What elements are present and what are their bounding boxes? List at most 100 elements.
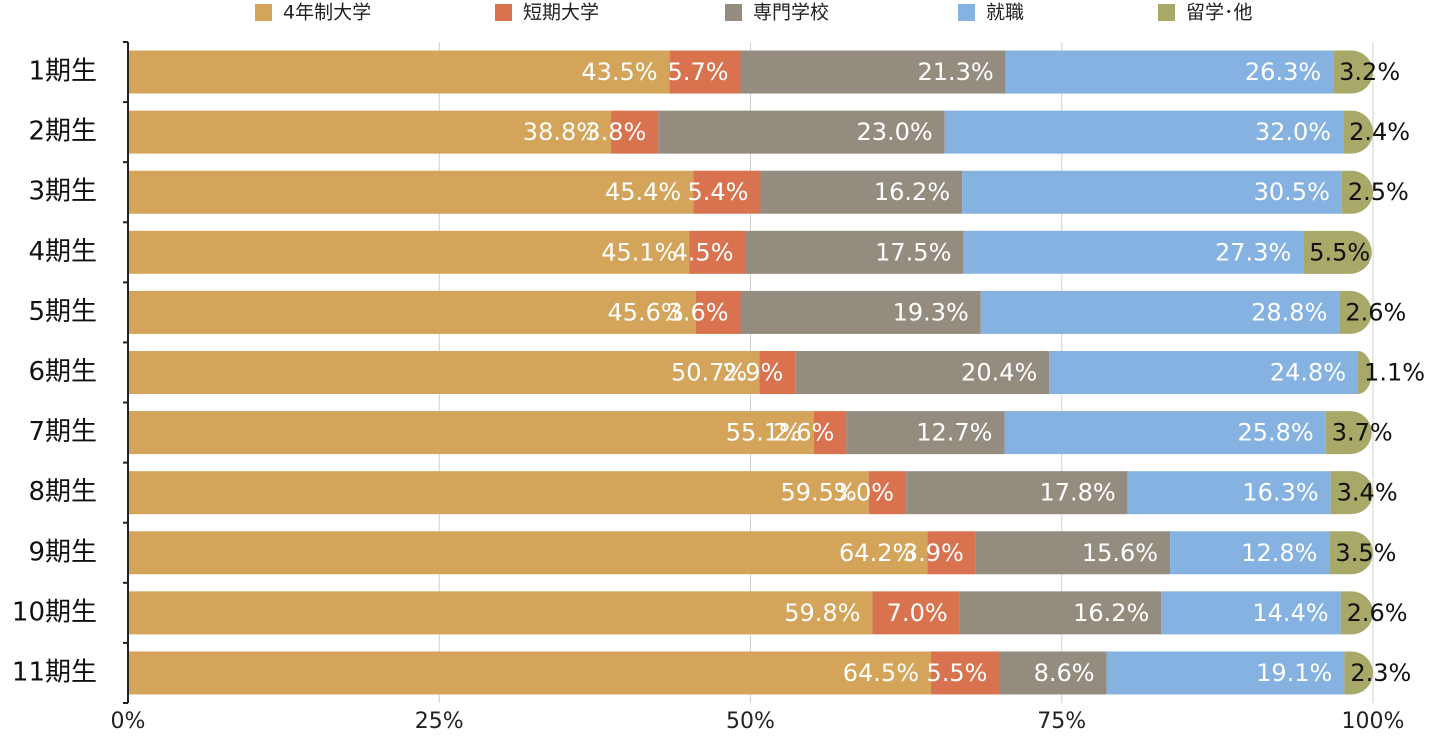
bar-segment (963, 230, 1304, 274)
bar-segment (872, 591, 960, 635)
bar-segment (1340, 591, 1373, 635)
value-label: 16.2% (874, 178, 950, 206)
value-label: 59.8% (784, 599, 860, 627)
bar-segment (1341, 170, 1373, 214)
x-tick-label: 75% (1037, 709, 1086, 734)
bar-segment (740, 50, 1006, 94)
value-label: 20.4% (961, 359, 1037, 387)
value-label: 30.5% (1254, 178, 1330, 206)
value-label: 15.6% (1082, 539, 1158, 567)
legend-swatch (495, 4, 512, 21)
legend-label: 専門学校 (753, 2, 829, 24)
value-label: 3.8% (585, 118, 646, 146)
bar-segment (1004, 411, 1326, 455)
y-tick-label: 1期生 (28, 57, 97, 87)
bar-segment (1329, 531, 1373, 575)
bar-segment (846, 411, 1005, 455)
bar-segment (999, 651, 1107, 695)
value-label: 14.4% (1252, 599, 1328, 627)
bar-segment (128, 411, 814, 455)
value-label: 45.4% (605, 178, 681, 206)
bar-segment (795, 351, 1050, 394)
value-label: 19.3% (893, 298, 969, 326)
value-label: 59.5% (781, 479, 857, 507)
bar-segment (760, 170, 963, 214)
value-label: 2.6% (1347, 599, 1408, 627)
y-tick-label: 5期生 (28, 297, 97, 327)
value-label: 27.3% (1215, 238, 1291, 266)
y-tick-label: 2期生 (28, 117, 97, 147)
bar-segment (944, 110, 1344, 154)
value-label: 2.6% (773, 419, 834, 447)
bar-segment (128, 110, 612, 154)
bar-segment (128, 591, 873, 635)
x-tick-label: 100% (1342, 709, 1405, 734)
bar-segment (1339, 290, 1372, 334)
value-label: 2.9% (722, 359, 783, 387)
value-label: 12.8% (1241, 539, 1317, 567)
value-label: 3.5% (1335, 539, 1396, 567)
value-label: 2.4% (1349, 118, 1410, 146)
bar-segment (128, 230, 690, 274)
value-label: 38.8% (523, 118, 599, 146)
bar-segment (1106, 651, 1345, 695)
value-label: 3.7% (1332, 419, 1393, 447)
value-label: 2.5% (1348, 178, 1409, 206)
bar-segment (759, 351, 796, 394)
bar-segment (1343, 110, 1373, 154)
value-label: 55.1% (726, 419, 802, 447)
value-label: 17.5% (875, 238, 951, 266)
bar-segment (1325, 411, 1372, 455)
value-label: 1.1% (1364, 359, 1425, 387)
y-tick-label: 6期生 (28, 357, 97, 387)
value-label: 7.0% (887, 599, 948, 627)
value-label: 3.9% (903, 539, 964, 567)
y-tick-label: 9期生 (28, 537, 97, 567)
bar-segment (1005, 50, 1334, 94)
bar-segment (980, 290, 1340, 334)
bar-segment (128, 351, 760, 394)
y-tick-label: 8期生 (28, 477, 97, 507)
y-tick-label: 10期生 (12, 597, 97, 627)
bar-segment (813, 411, 847, 455)
value-label: 5.5% (1309, 238, 1370, 266)
value-label: 24.8% (1270, 359, 1346, 387)
legend-swatch (1158, 4, 1175, 21)
value-label: 21.3% (917, 58, 993, 86)
bar-segment (1161, 591, 1341, 635)
value-label: 45.1% (601, 238, 677, 266)
bar-segment (975, 531, 1171, 575)
bar-segment (693, 170, 761, 214)
value-label: 26.3% (1245, 58, 1321, 86)
x-tick-label: 50% (726, 709, 775, 734)
bar-segment (128, 531, 928, 575)
value-label: 2.6% (1345, 298, 1406, 326)
legend-label: 短期大学 (523, 2, 599, 24)
bar-segment (959, 591, 1162, 635)
value-label: 5.5% (927, 659, 988, 687)
legend-swatch (255, 4, 272, 21)
legend-label: 留学･他 (1186, 2, 1253, 24)
legend-swatch (958, 4, 975, 21)
bar-segment (658, 110, 945, 154)
value-label: 16.2% (1073, 599, 1149, 627)
y-tick-label: 7期生 (28, 417, 97, 447)
value-label: 17.8% (1039, 479, 1115, 507)
bar-segment (128, 170, 694, 214)
value-label: 43.5% (581, 58, 657, 86)
bar-segment (128, 471, 869, 515)
value-label: 64.2% (839, 539, 915, 567)
bar-segment (962, 170, 1342, 214)
bar-segment (611, 110, 659, 154)
bar-segment (128, 290, 696, 334)
bar-segment (931, 651, 1000, 695)
legend-swatch (725, 4, 742, 21)
bar-segment (1170, 531, 1330, 575)
bar-segment (689, 230, 746, 274)
value-label: 28.8% (1251, 298, 1327, 326)
value-label: 25.8% (1237, 419, 1313, 447)
bar-segment (1127, 471, 1331, 515)
value-label: 64.5% (843, 659, 919, 687)
bar-segment (1333, 50, 1373, 94)
